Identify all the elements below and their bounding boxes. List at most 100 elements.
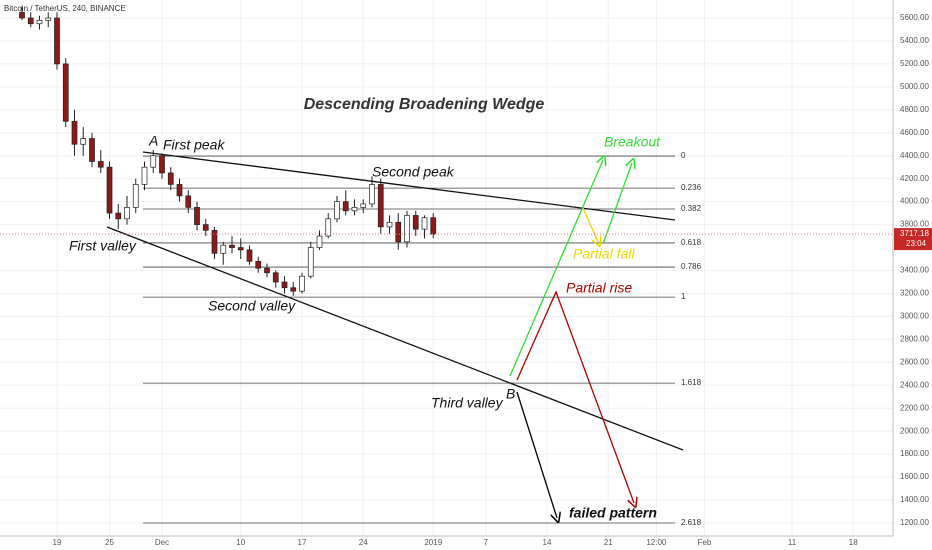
candle-body [421, 217, 428, 230]
annotation: Breakout [604, 134, 661, 150]
fib-label: 0.382 [681, 204, 702, 213]
candle-body [386, 221, 393, 228]
y-tick-label: 1600.00 [900, 472, 929, 481]
candle-body [54, 17, 60, 65]
annotation: First peak [163, 137, 225, 153]
x-tick-label: 12:00 [646, 538, 667, 547]
y-tick-label: 3400.00 [900, 266, 929, 275]
x-tick-label: 10 [236, 538, 245, 547]
y-tick-label: 4200.00 [900, 174, 929, 183]
y-tick-label: 4800.00 [900, 105, 929, 114]
fib-label: 0.786 [681, 262, 702, 271]
y-tick-label: 2000.00 [900, 426, 929, 435]
wedge-bottom [106, 226, 684, 451]
x-tick-label: 11 [788, 538, 797, 547]
candle-body [229, 244, 235, 248]
y-tick-label: 4000.00 [900, 197, 929, 206]
countdown: 23:04 [906, 239, 927, 248]
candle-body [106, 166, 113, 214]
candle-body [176, 184, 183, 197]
y-tick-label: 5000.00 [900, 82, 929, 91]
arrow [602, 163, 632, 245]
chart-title: Descending Broadening Wedge [304, 96, 545, 113]
candle-body [246, 249, 253, 262]
annotation: failed pattern [569, 505, 657, 521]
y-tick-label: 5400.00 [900, 36, 929, 45]
grid [0, 0, 893, 536]
candle-body [404, 215, 410, 243]
x-tick-label: Dec [155, 538, 169, 547]
x-tick-label: 7 [484, 538, 489, 547]
y-tick-label: 2200.00 [900, 403, 929, 412]
x-tick-label: 19 [53, 538, 62, 547]
candle-body [115, 212, 122, 220]
candle-body [62, 63, 69, 122]
candle-body [307, 247, 314, 277]
x-tick-label: 14 [543, 538, 552, 547]
candle-body [124, 207, 130, 220]
candle-body [19, 11, 25, 19]
fib-label: 0 [681, 151, 686, 160]
axes: 1200.00 1400.00 1600.00 1800.00 2000.00 2200.… [0, 13, 932, 547]
y-tick-label: 1800.00 [900, 449, 929, 458]
candle-body [334, 201, 340, 220]
symbol-title: Bitcoin / TetherUS, 240, BINANCE [4, 4, 126, 13]
annotation: Second valley [208, 298, 296, 314]
y-tick-label: 5200.00 [900, 59, 929, 68]
x-tick-label: 18 [849, 538, 858, 547]
candle-body [141, 166, 148, 185]
wedge-top [142, 151, 676, 221]
candle-body [167, 172, 174, 185]
candle-body [430, 217, 437, 235]
candle-body [27, 17, 34, 25]
candle-body [264, 267, 270, 274]
y-tick-label: 3800.00 [900, 220, 929, 229]
arrow [582, 207, 598, 242]
candle-body [237, 247, 244, 251]
candle-body [150, 155, 157, 168]
x-tick-label: Feb [698, 538, 712, 547]
y-tick-label: 3200.00 [900, 289, 929, 298]
annotation: First valley [69, 238, 137, 254]
y-tick-label: 4600.00 [900, 128, 929, 137]
candle-body [351, 207, 358, 212]
candle-body [185, 195, 192, 208]
candle-body [412, 215, 419, 230]
y-tick-label: 2600.00 [900, 357, 929, 366]
candle-body [132, 184, 139, 208]
candle-body [202, 224, 209, 231]
candle-body [360, 203, 367, 208]
candle-body [220, 244, 227, 254]
y-tick-label: 2800.00 [900, 334, 929, 343]
annotation: Partial fall [573, 246, 635, 262]
candle-body [377, 184, 384, 228]
last-price-box [894, 228, 932, 251]
y-tick-label: 4400.00 [900, 151, 929, 160]
candle-body [97, 161, 104, 168]
candle-body [45, 17, 52, 21]
candle-body [299, 275, 305, 292]
arrow [509, 160, 603, 377]
annotation: A [148, 133, 158, 149]
x-tick-label: 17 [298, 538, 307, 547]
candle-body [80, 138, 87, 145]
y-tick-label: 3000.00 [900, 312, 929, 321]
candle-body [369, 184, 375, 205]
candle-body [290, 287, 297, 292]
candle-body [272, 272, 279, 283]
candle-body [211, 229, 218, 254]
fib-label: 2.618 [681, 518, 702, 527]
y-tick-label: 2400.00 [900, 380, 929, 389]
annotation: Partial rise [566, 280, 632, 296]
candle-body [281, 281, 288, 289]
candle-body [395, 221, 402, 243]
x-tick-label: 2019 [424, 538, 442, 547]
fib-label: 0.618 [681, 238, 702, 247]
candle-body [36, 19, 43, 25]
fib-label: 0.236 [681, 183, 702, 192]
candle-body [89, 138, 95, 162]
fib-label: 1.618 [681, 378, 702, 387]
candle-body [71, 120, 78, 145]
candle-body [255, 260, 262, 269]
last-price: 3717.18 [900, 229, 929, 238]
